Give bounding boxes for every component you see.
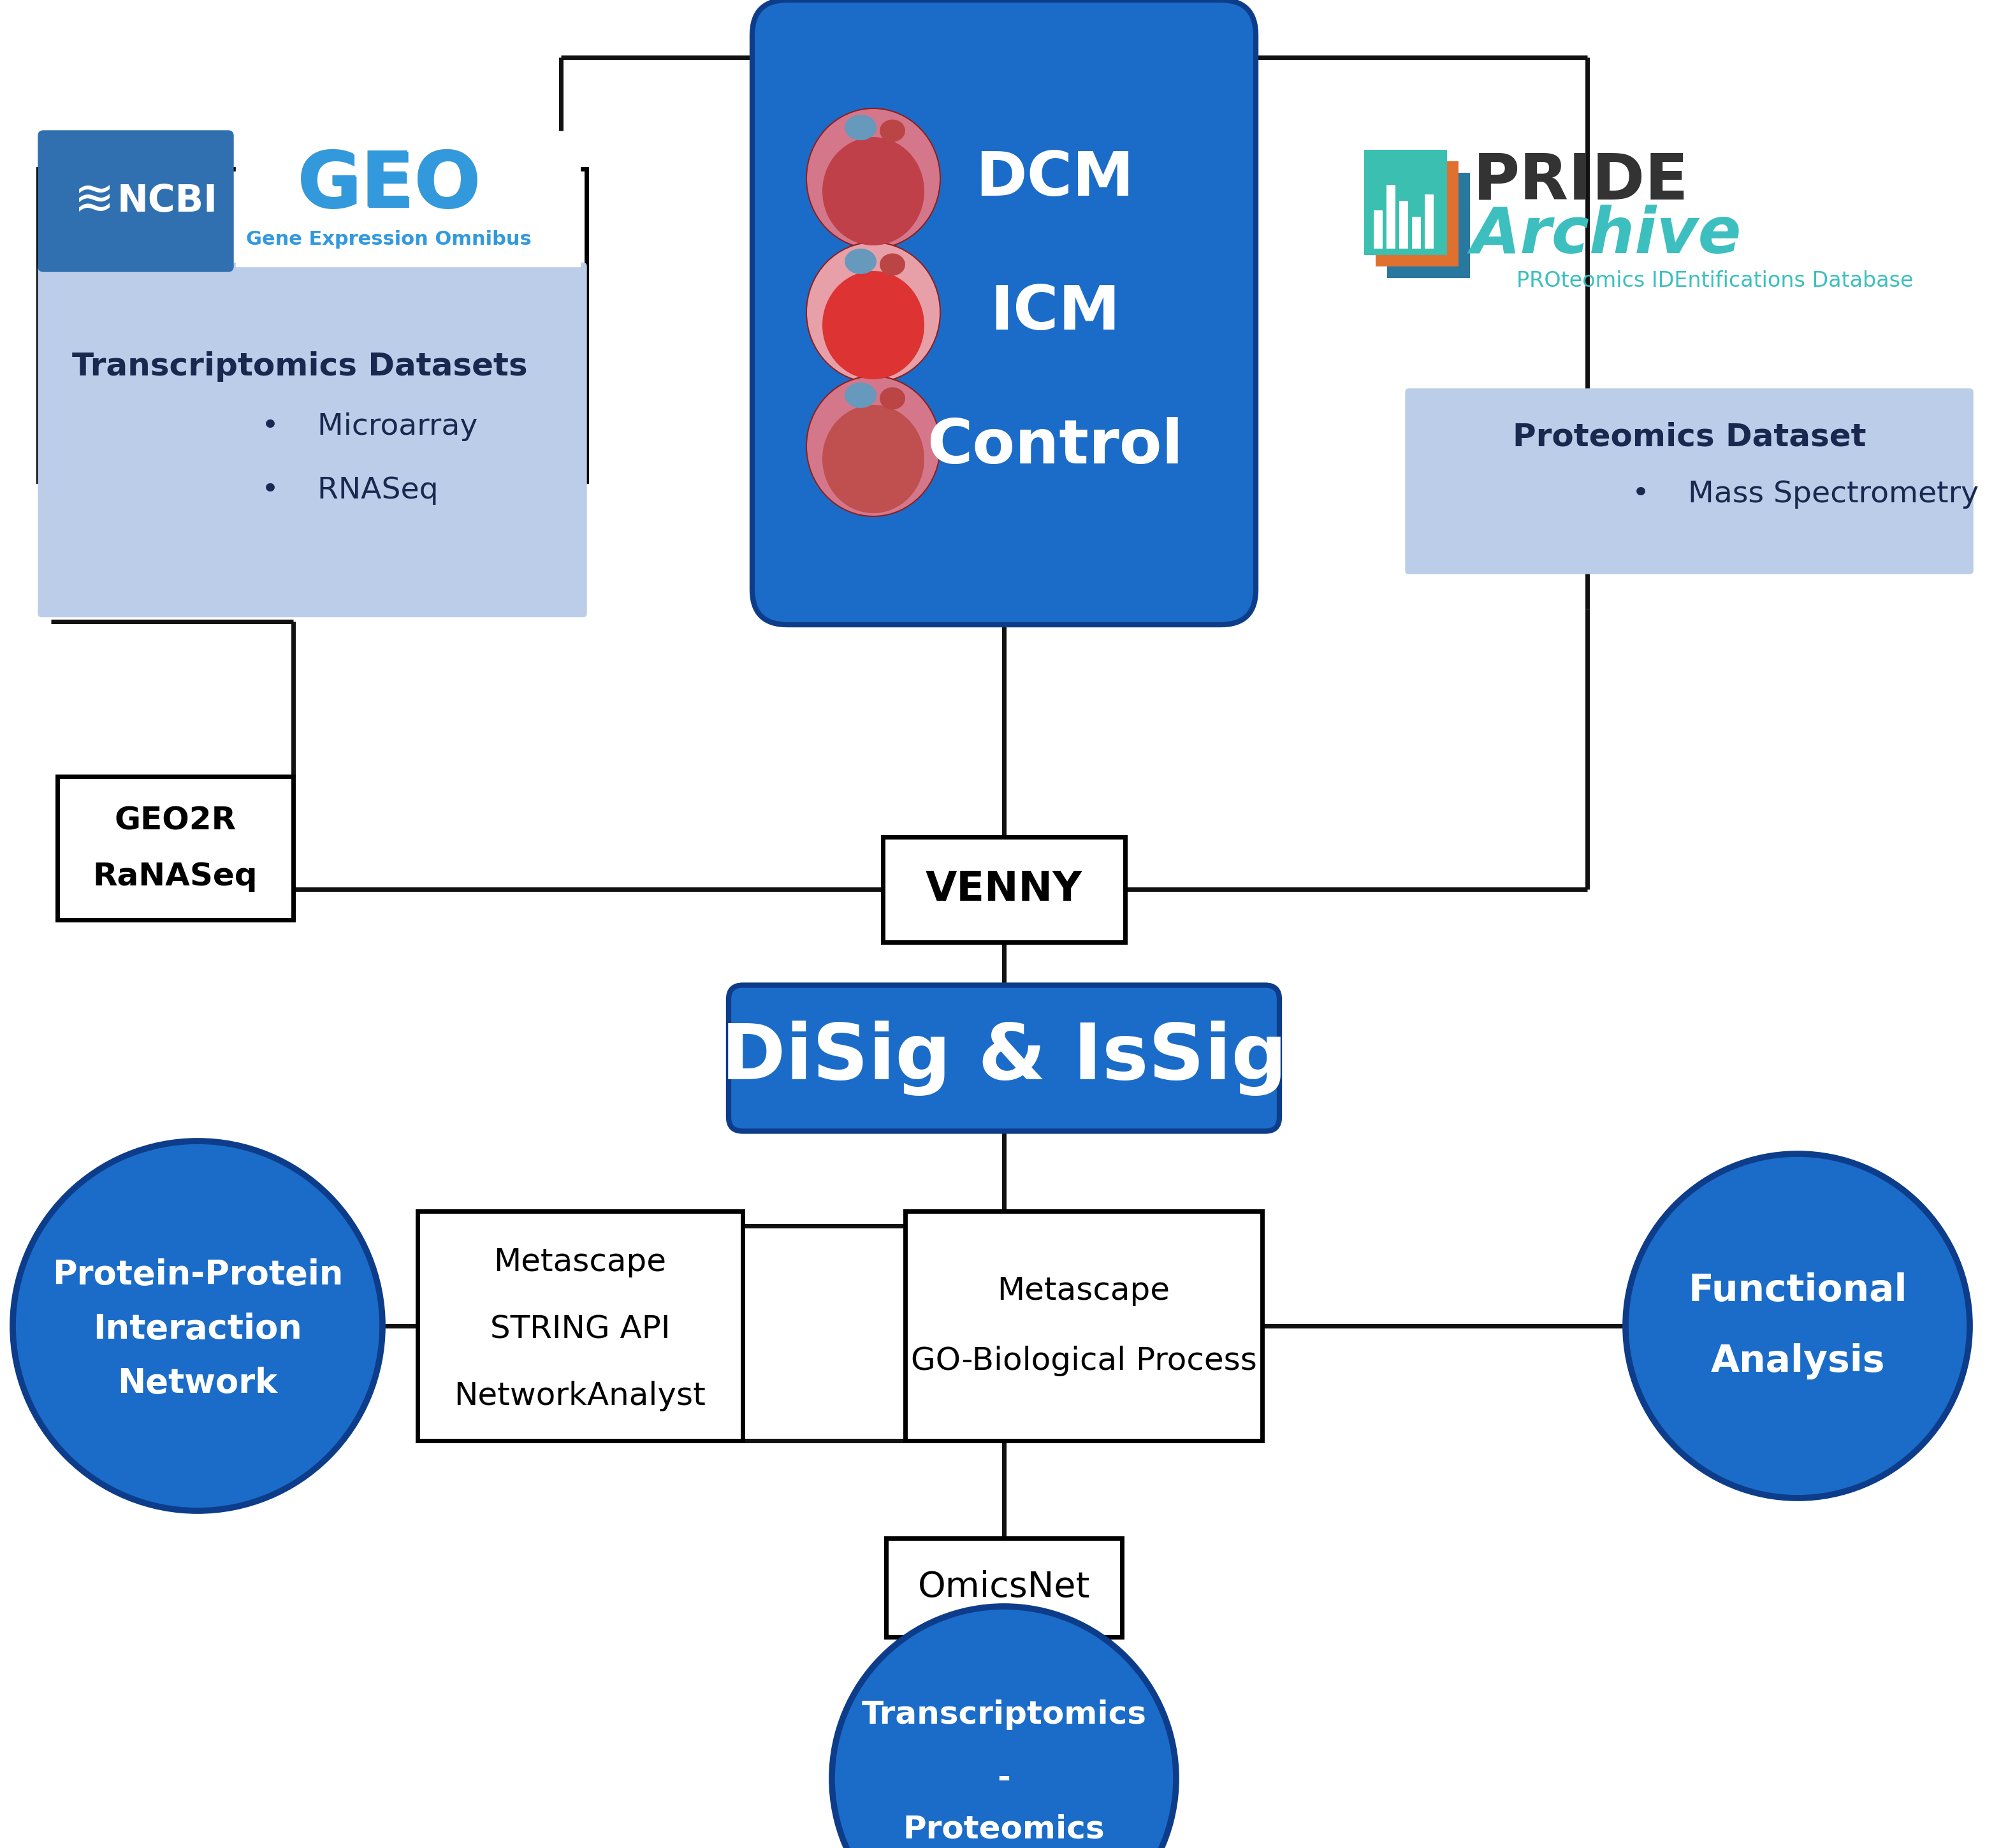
Text: Control: Control (928, 416, 1183, 477)
Ellipse shape (807, 377, 940, 516)
Text: Interaction: Interaction (92, 1312, 301, 1345)
FancyBboxPatch shape (753, 0, 1255, 625)
Bar (1412, 216, 1422, 249)
Bar (1388, 172, 1470, 277)
Ellipse shape (845, 249, 877, 274)
Text: DiSig & IsSig: DiSig & IsSig (721, 1020, 1287, 1096)
Text: ICM: ICM (990, 283, 1120, 342)
Circle shape (831, 1606, 1177, 1848)
Bar (886, 1538, 1122, 1637)
Ellipse shape (880, 388, 906, 410)
Ellipse shape (807, 242, 940, 383)
Ellipse shape (845, 383, 877, 408)
Ellipse shape (807, 109, 940, 249)
Text: STRING API: STRING API (490, 1314, 671, 1343)
Text: -: - (998, 1763, 1010, 1794)
Text: Gene Expression Omnibus: Gene Expression Omnibus (247, 231, 532, 249)
Bar (38, 168, 586, 480)
Bar (1363, 150, 1448, 255)
Ellipse shape (823, 405, 924, 514)
Text: Transcriptomics Datasets: Transcriptomics Datasets (72, 351, 528, 383)
Text: GO-Biological Process: GO-Biological Process (912, 1345, 1257, 1377)
Text: NetworkAnalyst: NetworkAnalyst (454, 1380, 707, 1412)
Bar (1400, 201, 1408, 249)
Text: •    Mass Spectrometry: • Mass Spectrometry (1633, 480, 1978, 508)
Bar (906, 1210, 1263, 1441)
Text: GEO: GEO (297, 148, 480, 222)
Text: VENNY: VENNY (926, 870, 1082, 909)
Ellipse shape (845, 115, 877, 140)
FancyBboxPatch shape (38, 131, 233, 272)
FancyBboxPatch shape (729, 985, 1279, 1131)
Text: Metascape: Metascape (998, 1275, 1171, 1307)
Text: Protein-Protein: Protein-Protein (52, 1258, 343, 1292)
Text: Functional: Functional (1689, 1273, 1908, 1308)
FancyBboxPatch shape (1406, 388, 1974, 573)
Ellipse shape (823, 137, 924, 246)
Ellipse shape (880, 253, 906, 275)
Text: PROteomics IDEntifications Database: PROteomics IDEntifications Database (1516, 270, 1914, 290)
Text: Transcriptomics: Transcriptomics (861, 1700, 1147, 1730)
Text: GEO: GEO (297, 148, 480, 222)
Bar (418, 1210, 743, 1441)
Bar (1386, 185, 1396, 249)
Ellipse shape (823, 272, 924, 379)
Bar (1373, 211, 1384, 249)
Text: PRIDE: PRIDE (1474, 152, 1689, 213)
Text: Network: Network (118, 1368, 277, 1401)
FancyBboxPatch shape (38, 262, 586, 617)
Text: •    Microarray: • Microarray (261, 412, 478, 442)
Bar (1375, 161, 1458, 266)
Circle shape (1626, 1153, 1970, 1499)
Ellipse shape (880, 120, 906, 142)
Text: Analysis: Analysis (1711, 1343, 1886, 1379)
Text: ≋: ≋ (74, 177, 114, 225)
Text: Proteomics: Proteomics (904, 1815, 1104, 1844)
Bar (235, 135, 580, 266)
Text: Archive: Archive (1472, 205, 1741, 266)
Text: Metascape: Metascape (494, 1247, 667, 1277)
Text: GEO2R: GEO2R (114, 806, 237, 837)
Text: Proteomics Dataset: Proteomics Dataset (1512, 421, 1865, 453)
Bar (884, 837, 1124, 942)
Bar (1426, 194, 1434, 249)
Text: •    RNASeq: • RNASeq (261, 477, 438, 505)
Text: NCBI: NCBI (116, 183, 219, 220)
Bar (58, 776, 293, 920)
Text: OmicsNet: OmicsNet (918, 1571, 1090, 1604)
Circle shape (12, 1140, 382, 1512)
Text: GEO: GEO (299, 150, 482, 224)
Text: DCM: DCM (976, 150, 1135, 209)
Text: RaNASeq: RaNASeq (92, 861, 257, 893)
